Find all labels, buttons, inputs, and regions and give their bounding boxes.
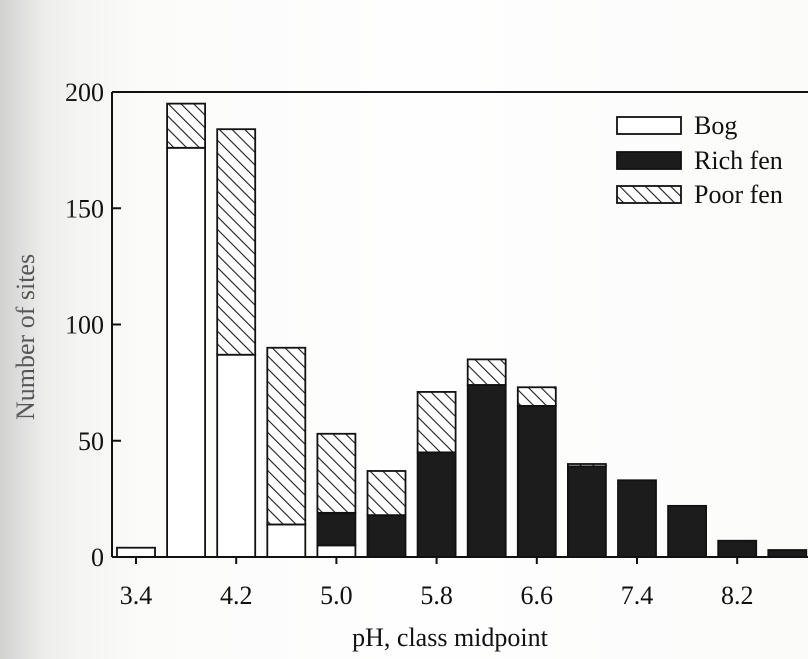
y-axis-label: Number of sites (11, 254, 40, 420)
legend: Bog Rich fen Poor fen (616, 111, 783, 209)
x-tick-label: 6.6 (521, 581, 554, 610)
bar-segment-rich-fen (366, 514, 407, 558)
legend-swatch-poor-fen (616, 185, 682, 204)
x-tick-label: 4.2 (220, 581, 253, 610)
y-tick-label: 200 (65, 78, 104, 107)
bar-segment-rich-fen (667, 504, 707, 558)
bar-segment-bog (316, 544, 357, 558)
x-tick-label: 8.2 (721, 581, 754, 610)
y-tick-label: 0 (91, 543, 104, 572)
bar-segment-poor-fen (366, 470, 407, 517)
y-tick-label: 50 (78, 427, 104, 456)
x-axis-label: pH, class midpoint (352, 623, 548, 652)
bar-segment-poor-fen (466, 358, 507, 386)
bar-segment-poor-fen (567, 463, 607, 468)
bar-segment-bog (116, 546, 156, 558)
bar-segment-rich-fen (617, 479, 657, 558)
bar-segment-rich-fen (767, 549, 808, 558)
x-tick-label: 7.4 (621, 581, 654, 610)
bar-segment-rich-fen (316, 511, 357, 547)
x-tick-label: 3.4 (120, 581, 153, 610)
bar-segment-poor-fen (216, 128, 257, 356)
bars-group (116, 102, 808, 558)
bar-segment-rich-fen (516, 404, 557, 558)
legend-label-rich-fen: Rich fen (694, 146, 783, 175)
bar-segment-rich-fen (567, 465, 607, 558)
bar-segment-bog (166, 146, 207, 558)
bar-segment-poor-fen (316, 432, 357, 514)
legend-swatch-rich-fen (616, 151, 682, 170)
bar-segment-poor-fen (516, 386, 557, 407)
bar-segment-poor-fen (266, 346, 307, 526)
legend-label-poor-fen: Poor fen (694, 180, 783, 209)
bar-segment-rich-fen (717, 539, 758, 558)
ticks-group: 0 50 100 150 200 3.4 4.2 5.0 5.8 6.6 7.4 8.2 (65, 78, 753, 610)
y-tick-label: 150 (65, 194, 104, 223)
bar-segment-bog (266, 523, 307, 558)
bar-segment-bog (216, 353, 257, 558)
bar-segment-poor-fen (416, 391, 457, 454)
x-tick-label: 5.0 (320, 581, 353, 610)
bar-segment-rich-fen (466, 384, 507, 558)
y-tick-label: 100 (65, 311, 104, 340)
bar-segment-rich-fen (416, 451, 457, 558)
x-tick-label: 5.8 (420, 581, 453, 610)
bar-segment-poor-fen (166, 102, 207, 149)
legend-label-bog: Bog (694, 111, 737, 140)
legend-swatch-bog (616, 116, 682, 135)
